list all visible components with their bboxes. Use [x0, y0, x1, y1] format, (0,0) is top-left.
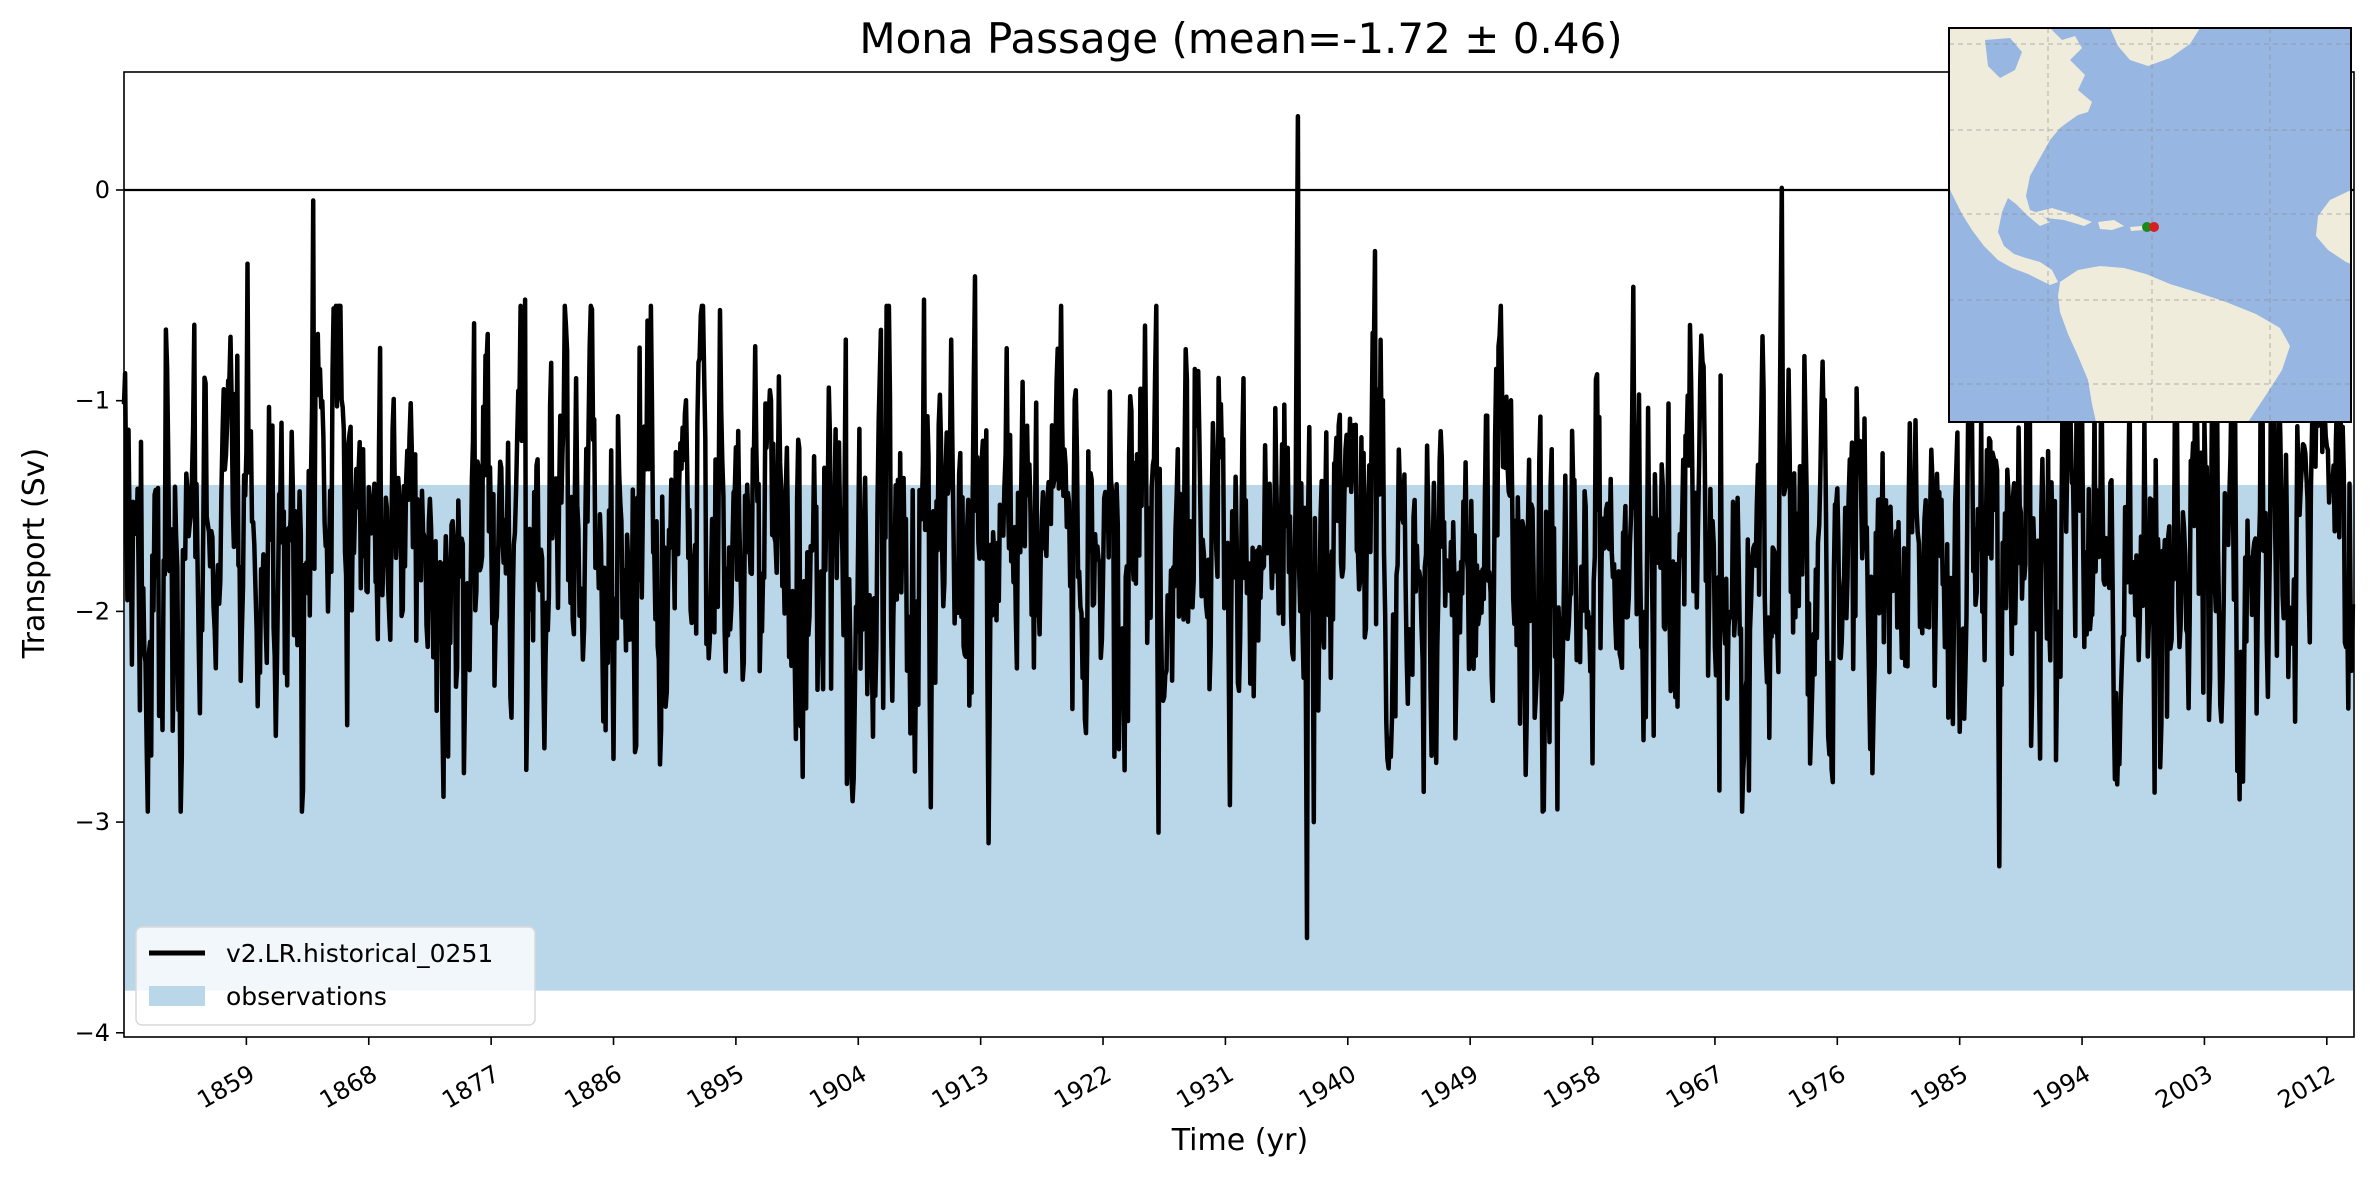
- x-tick-label: 1985: [1906, 1060, 1973, 1115]
- x-tick-label: 1976: [1783, 1060, 1850, 1115]
- x-tick-label: 1922: [1049, 1060, 1116, 1115]
- y-axis-label: Transport (Sv): [17, 448, 52, 660]
- y-tick-label: −3: [75, 808, 110, 836]
- series-layer: [121, 113, 2356, 941]
- x-tick-label: 1958: [1539, 1060, 1606, 1115]
- map-hudson-bay: [1985, 38, 2022, 78]
- inset-map: [1948, 27, 2352, 423]
- y-tick-label: −2: [75, 597, 110, 625]
- map-land-puerto-rico: [2130, 226, 2144, 231]
- x-tick-label: 1994: [2028, 1060, 2095, 1115]
- map-land-hispaniola: [2098, 220, 2124, 230]
- map-land-cuba: [2036, 208, 2092, 226]
- x-tick-label: 1859: [193, 1060, 260, 1115]
- y-tick-label: 0: [95, 176, 110, 204]
- x-tick-label: 1904: [804, 1060, 871, 1115]
- legend-label-series: v2.LR.historical_0251: [226, 939, 493, 968]
- x-tick-label: 1913: [927, 1060, 994, 1115]
- map-marker-green: [2142, 222, 2152, 232]
- inset-map-frame: [1948, 27, 2352, 423]
- y-tick-label: −4: [75, 1019, 110, 1047]
- x-tick-label: 1949: [1416, 1060, 1483, 1115]
- map-land-africa: [2316, 190, 2351, 264]
- plot-frame: [123, 71, 2355, 1038]
- map-land-greenland: [2110, 28, 2200, 66]
- legend-box: [135, 926, 536, 1026]
- legend-patch-swatch: [149, 986, 205, 1006]
- x-tick-label: 1967: [1661, 1060, 1728, 1115]
- map-land-south-america: [2058, 266, 2290, 422]
- chart-title: Mona Passage (mean=-1.72 ± 0.46): [859, 14, 1622, 63]
- map-gridlines: [1949, 28, 2351, 422]
- legend-label-observations: observations: [226, 982, 387, 1011]
- x-tick-label: 2003: [2151, 1060, 2218, 1115]
- map-marker-red: [2149, 222, 2159, 232]
- x-tick-label: 2012: [2273, 1060, 2340, 1115]
- y-axis-ticks: 0 −1 −2 −3 −4: [75, 176, 124, 1047]
- x-tick-label: 1940: [1294, 1060, 1361, 1115]
- x-axis-ticks: 1859 1868 1877 1886 1895 1904 1913 1922 1931 1940…: [193, 1037, 2340, 1114]
- x-tick-label: 1931: [1172, 1060, 1239, 1115]
- x-tick-label: 1895: [682, 1060, 749, 1115]
- y-tick-label: −1: [75, 387, 110, 415]
- series-line: [121, 113, 2356, 941]
- x-tick-label: 1877: [437, 1060, 504, 1115]
- map-land-north-america: [1949, 28, 2092, 285]
- x-tick-label: 1868: [315, 1060, 382, 1115]
- x-axis-label: Time (yr): [1171, 1123, 1308, 1158]
- legend: v2.LR.historical_0251 observations: [135, 926, 536, 1026]
- x-tick-label: 1886: [560, 1060, 627, 1115]
